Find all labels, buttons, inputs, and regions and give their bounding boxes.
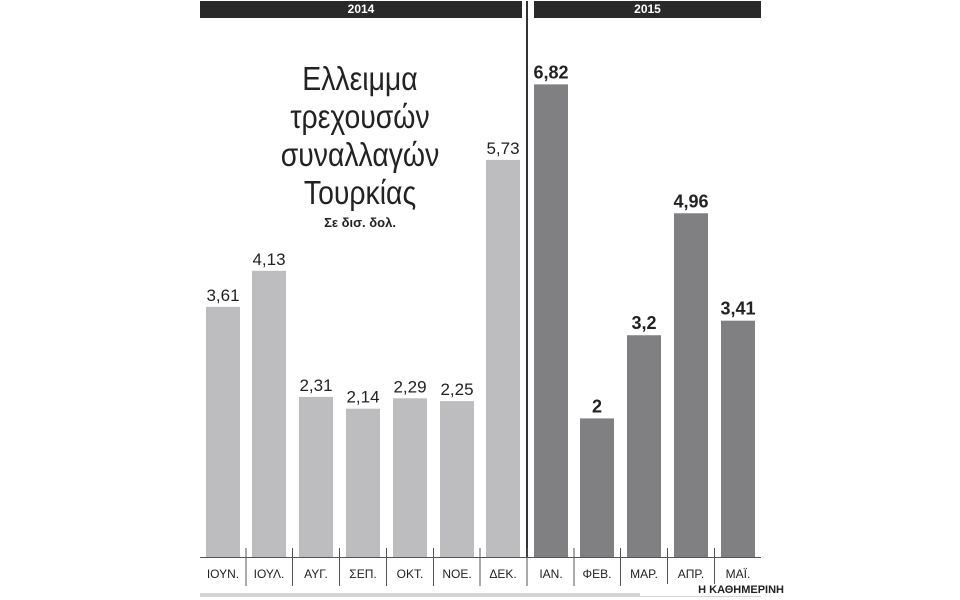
footer-rule — [200, 593, 761, 597]
category-label-9: ΦΕΒ. — [583, 567, 612, 581]
year-divider — [526, 1, 528, 558]
category-label-3: ΑΥΓ. — [304, 567, 328, 581]
value-label-12: 3,41 — [720, 299, 755, 319]
category-label-12: ΜΑΪ. — [726, 567, 751, 581]
category-label-6: ΝΟΕ. — [442, 567, 471, 581]
category-label-7: ΔΕΚ. — [489, 567, 516, 581]
year-header-2014: 2014 — [200, 1, 522, 18]
bar-11 — [674, 213, 708, 557]
bar-3 — [299, 396, 333, 557]
bar-10 — [627, 335, 661, 557]
bar-6 — [440, 401, 474, 557]
bar-2 — [252, 270, 286, 557]
value-label-6: 2,25 — [440, 380, 473, 399]
bar-9 — [580, 418, 614, 557]
unit-label: Σε δισ. δολ. — [324, 215, 396, 230]
bar-1 — [206, 306, 240, 557]
category-label-4: ΣΕΠ. — [349, 567, 376, 581]
title-line-3: συναλλαγών — [280, 136, 440, 173]
category-label-5: ΟΚΤ. — [397, 567, 424, 581]
value-label-8: 6,82 — [533, 62, 568, 82]
chart-title: Ελλειμμα τρεχουσών συναλλαγών Τουρκίας — [210, 60, 510, 212]
category-label-2: ΙΟΥΛ. — [254, 567, 285, 581]
title-line-2: τρεχουσών — [290, 98, 430, 135]
value-label-4: 2,14 — [346, 388, 379, 407]
value-label-10: 3,2 — [631, 313, 656, 333]
year-header-2015: 2015 — [534, 1, 761, 18]
value-label-9: 2 — [592, 396, 602, 416]
value-label-11: 4,96 — [673, 191, 708, 211]
category-label-1: ΙΟΥΝ. — [207, 567, 239, 581]
publisher-logo: Η ΚΑΘΗΜΕΡΙΝΗ — [640, 584, 784, 596]
category-label-11: ΑΠΡ. — [678, 567, 704, 581]
value-label-3: 2,31 — [299, 376, 332, 395]
value-label-2: 4,13 — [252, 250, 285, 269]
category-label-8: ΙΑΝ. — [539, 567, 562, 581]
bar-7 — [486, 159, 520, 557]
bar-5 — [393, 398, 427, 557]
value-label-1: 3,61 — [206, 286, 239, 305]
value-label-7: 5,73 — [486, 139, 519, 158]
value-label-5: 2,29 — [393, 377, 426, 396]
title-line-1: Ελλειμμα — [302, 60, 418, 97]
bar-4 — [346, 408, 380, 557]
bar-12 — [721, 320, 755, 557]
title-line-4: Τουρκίας — [303, 174, 417, 211]
category-label-10: ΜΑΡ. — [630, 567, 658, 581]
bar-8 — [534, 84, 568, 558]
